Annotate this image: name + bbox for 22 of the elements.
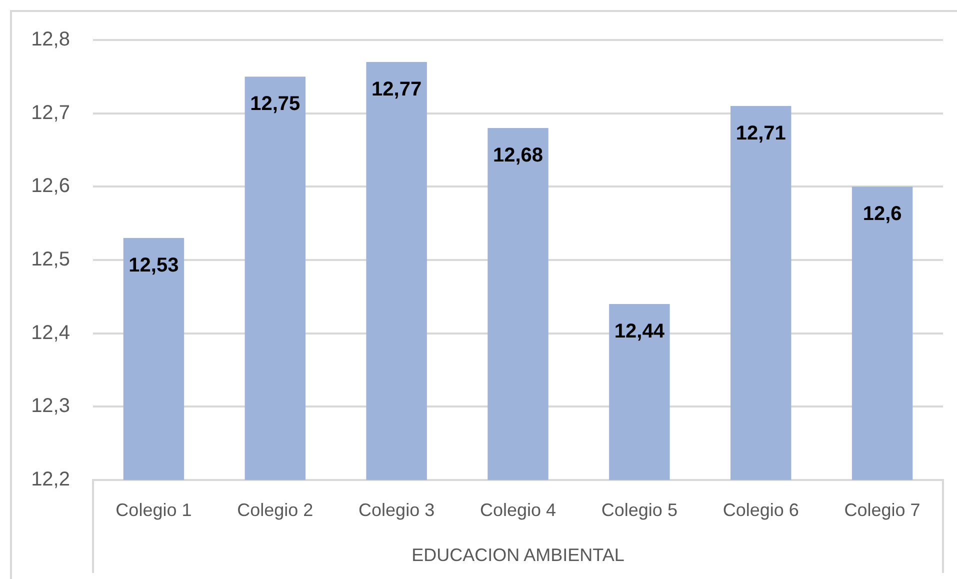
data-label: 12,77: [372, 78, 422, 101]
y-tick-label: 12,6: [31, 175, 70, 198]
x-tick-label: Colegio 6: [722, 500, 799, 520]
x-tick-label: Colegio 1: [116, 500, 192, 520]
data-label: 12,44: [614, 320, 666, 343]
y-tick-label: 12,4: [31, 322, 70, 344]
data-label: 12,53: [128, 254, 179, 277]
x-tick-label: Colegio 2: [237, 500, 314, 520]
data-label: 12,68: [492, 144, 544, 167]
y-tick-label: 12,5: [31, 248, 70, 271]
data-label: 12,71: [736, 122, 786, 145]
x-tick-label: Colegio 4: [480, 500, 556, 520]
x-tick-label: Colegio 7: [844, 500, 920, 520]
data-label: 12,6: [862, 203, 902, 226]
y-tick-label: 12,8: [31, 28, 70, 51]
y-tick-label: 12,2: [31, 468, 70, 491]
x-axis-title: EDUCACION AMBIENTAL: [412, 545, 624, 566]
x-tick-label: Colegio 3: [358, 500, 435, 520]
x-tick-label: Colegio 5: [601, 500, 678, 520]
data-label: 12,75: [250, 93, 300, 116]
y-tick-label: 12,7: [31, 102, 70, 124]
y-tick-label: 12,3: [31, 395, 70, 418]
